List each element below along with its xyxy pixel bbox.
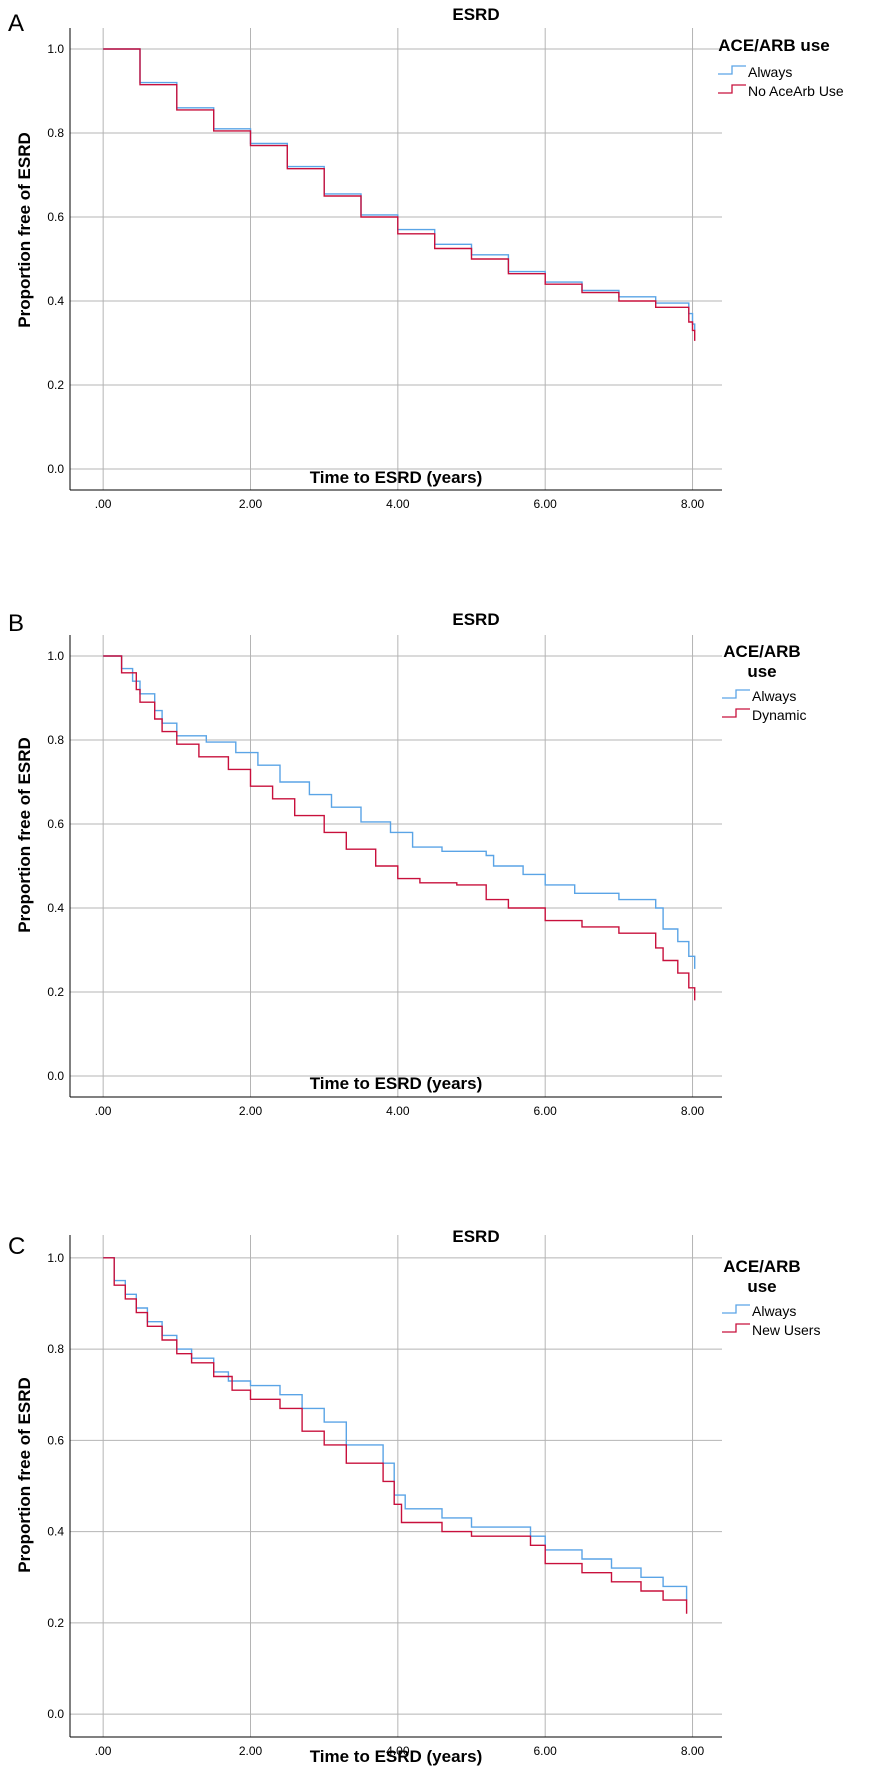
km-plot-c: 0.0 0.2 0.4 0.6 0.8 1.0 .00 2.00 4.00 6.00 8.00 — [47, 1235, 722, 1758]
legend-item-always: Always — [718, 64, 868, 83]
legend-label: Always — [752, 688, 797, 704]
km-panel-a: A ESRD Proportion free of ESRD 0.0 0.2 0.4… — [0, 0, 872, 560]
legend-label: Always — [748, 64, 793, 80]
legend-swatch-other — [722, 708, 750, 718]
y-tick-label: 0.4 — [47, 901, 64, 915]
legend-swatch-always — [722, 689, 750, 699]
panel-letter: B — [8, 610, 25, 637]
x-tick-label: 6.00 — [534, 1744, 558, 1758]
y-tick-label: 0.8 — [47, 1342, 64, 1356]
x-tick-label: 4.00 — [386, 1104, 410, 1118]
km-plot-b: 0.0 0.2 0.4 0.6 0.8 1.0 .00 2.00 4.00 6.00 8.00 — [47, 635, 722, 1118]
legend-label: Always — [752, 1303, 797, 1319]
y-tick-label: 1.0 — [47, 649, 64, 663]
chart-title: ESRD — [452, 5, 500, 24]
x-axis-label: Time to ESRD (years) — [309, 1074, 483, 1093]
legend-swatch-always — [722, 1304, 750, 1314]
legend-label: No AceArb Use — [748, 83, 844, 99]
km-curve-no-acearb-use — [103, 48, 696, 341]
y-tick-label: 0.8 — [47, 126, 64, 140]
legend-item-other: Dynamic — [722, 707, 872, 726]
legend: ACE/ARB use Always Dynamic — [722, 642, 872, 726]
y-tick-label: 0.6 — [47, 210, 64, 224]
legend-item-other: New Users — [722, 1322, 872, 1341]
x-axis-label: Time to ESRD (years) — [309, 468, 483, 487]
y-tick-label: 0.0 — [47, 1069, 64, 1083]
y-tick-label: 0.2 — [47, 985, 64, 999]
y-tick-label: 0.2 — [47, 378, 64, 392]
legend-label: New Users — [752, 1322, 821, 1338]
x-tick-label: .00 — [95, 1744, 112, 1758]
legend: ACE/ARB use Always No AceArb Use — [718, 36, 868, 102]
legend-title: ACE/ARB use — [723, 1257, 801, 1296]
y-tick-label: 0.4 — [47, 294, 64, 308]
x-tick-label: 8.00 — [681, 1744, 705, 1758]
x-tick-label: .00 — [95, 497, 112, 511]
y-tick-label: 1.0 — [47, 42, 64, 56]
legend-swatch-always — [718, 65, 746, 75]
legend-title: ACE/ARB use — [718, 36, 830, 55]
x-axis-label: Time to ESRD (years) — [309, 1747, 483, 1766]
y-tick-label: 0.0 — [47, 1707, 64, 1721]
panel-letter: A — [8, 10, 25, 37]
y-tick-label: 0.6 — [47, 817, 64, 831]
km-curve-dynamic — [103, 655, 696, 1001]
x-tick-label: 2.00 — [239, 497, 263, 511]
legend-label: Dynamic — [752, 707, 807, 723]
x-tick-label: 2.00 — [239, 1104, 263, 1118]
x-tick-label: 4.00 — [386, 497, 410, 511]
x-tick-label: 6.00 — [534, 1104, 558, 1118]
km-curve-new-users — [103, 1257, 688, 1614]
chart-title: ESRD — [452, 1227, 500, 1246]
y-tick-label: 0.6 — [47, 1433, 64, 1447]
x-tick-label: 4.00 — [386, 1744, 410, 1758]
y-tick-label: 1.0 — [47, 1251, 64, 1265]
y-tick-label: 0.4 — [47, 1525, 64, 1539]
legend-item-other: No AceArb Use — [718, 83, 868, 102]
x-tick-label: 2.00 — [239, 1744, 263, 1758]
km-plot-a: 0.0 0.2 0.4 0.6 0.8 1.0 .00 2.00 4.00 6.00 8.00 — [47, 28, 722, 511]
legend-title: ACE/ARB use — [723, 642, 801, 681]
x-tick-label: 8.00 — [681, 1104, 705, 1118]
km-curve-always — [103, 1257, 688, 1601]
x-tick-label: 6.00 — [534, 497, 558, 511]
legend-swatch-other — [722, 1323, 750, 1333]
x-tick-label: 8.00 — [681, 497, 705, 511]
legend-item-always: Always — [722, 1303, 872, 1322]
y-tick-label: 0.0 — [47, 462, 64, 476]
x-tick-label: .00 — [95, 1104, 112, 1118]
km-panel-b: B ESRD Proportion free of ESRD 0.0 0.2 0.4… — [0, 600, 872, 1180]
chart-title: ESRD — [452, 610, 500, 629]
y-tick-label: 0.8 — [47, 733, 64, 747]
legend-item-always: Always — [722, 688, 872, 707]
y-tick-label: 0.2 — [47, 1616, 64, 1630]
km-curve-always — [103, 48, 696, 331]
panel-letter: C — [8, 1233, 26, 1260]
km-panel-c: C ESRD Proportion free of ESRD 0.0 0.2 0.4… — [0, 1225, 872, 1769]
legend-swatch-other — [718, 84, 746, 94]
legend: ACE/ARB use Always New Users — [722, 1257, 872, 1341]
km-curve-always — [103, 655, 696, 969]
